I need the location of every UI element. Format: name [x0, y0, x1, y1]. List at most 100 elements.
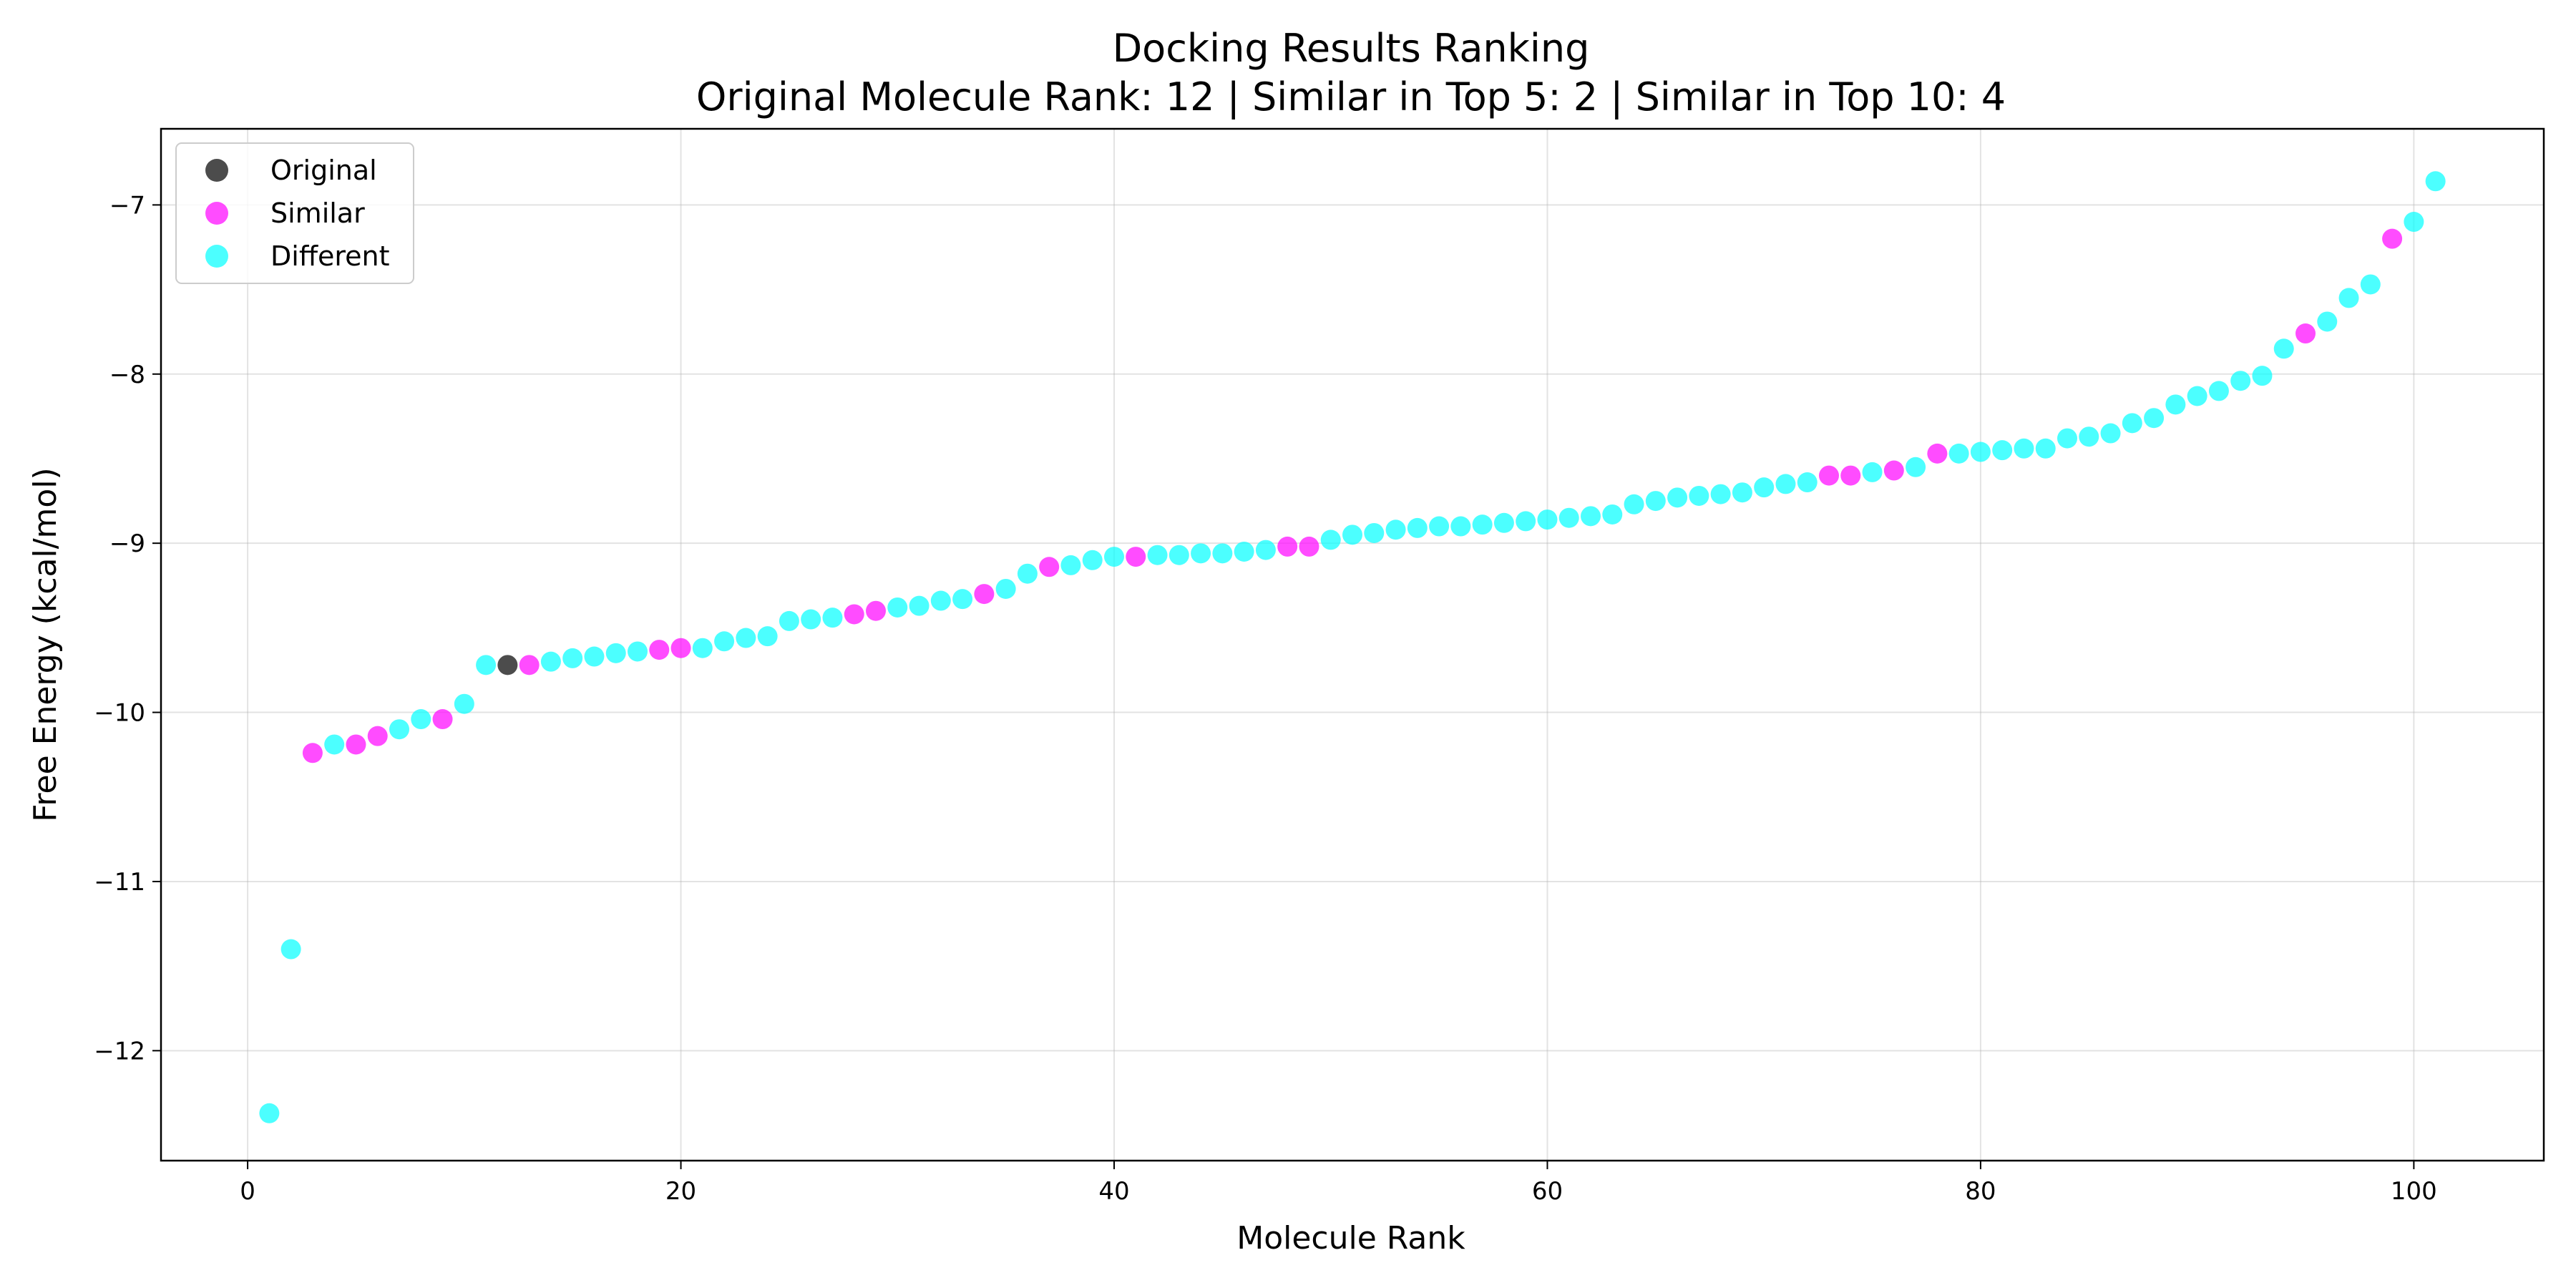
- data-point-different: [1450, 516, 1471, 537]
- data-point-different: [2122, 413, 2142, 434]
- data-point-different: [2187, 386, 2207, 406]
- y-tick-label: −11: [94, 868, 145, 897]
- data-point-different: [2079, 426, 2099, 447]
- data-point-different: [909, 595, 930, 616]
- data-point-different: [562, 648, 583, 668]
- data-point-different: [1472, 514, 1493, 535]
- data-point-different: [1775, 474, 1796, 494]
- data-point-different: [757, 626, 778, 647]
- data-point-different: [1082, 550, 1103, 570]
- x-tick-label: 0: [240, 1177, 255, 1206]
- data-point-different: [2144, 408, 2165, 429]
- data-point-different: [887, 597, 908, 618]
- x-tick-label: 40: [1098, 1177, 1129, 1206]
- y-tick-label: −12: [94, 1037, 145, 1065]
- legend-label-different: Different: [270, 240, 390, 272]
- legend-box: [175, 142, 414, 284]
- data-point-similar: [649, 640, 670, 660]
- data-point-different: [2230, 371, 2251, 391]
- data-point-different: [952, 589, 973, 610]
- y-tick-label: −8: [109, 361, 145, 389]
- legend: Original Similar Different: [175, 142, 414, 284]
- data-point-different: [389, 719, 409, 740]
- data-point-different: [2208, 381, 2229, 401]
- data-point-similar: [974, 584, 995, 605]
- data-point-different: [1689, 485, 1709, 506]
- plot-frame: [160, 127, 2545, 1162]
- data-point-different: [1624, 494, 1644, 514]
- data-point-different: [2014, 438, 2034, 459]
- data-point-similar: [1883, 460, 1904, 481]
- y-tick-label: −9: [109, 530, 145, 558]
- x-tick-label: 100: [2391, 1177, 2437, 1206]
- data-point-different: [1862, 462, 1883, 482]
- data-point-different: [2360, 274, 2381, 295]
- data-point-different: [411, 709, 431, 730]
- data-point-different: [1169, 545, 1189, 565]
- y-tick-label: −7: [109, 191, 145, 220]
- data-point-different: [628, 641, 648, 662]
- data-point-different: [2273, 338, 2294, 359]
- data-point-similar: [519, 655, 540, 675]
- data-point-different: [1104, 547, 1124, 567]
- data-point-different: [1992, 440, 2013, 461]
- data-point-similar: [367, 726, 388, 746]
- data-point-different: [1320, 530, 1341, 550]
- data-point-different: [801, 609, 821, 630]
- x-tick-label: 20: [665, 1177, 696, 1206]
- data-point-different: [779, 610, 799, 631]
- data-point-different: [476, 655, 497, 675]
- data-point-different: [1667, 487, 1688, 508]
- data-point-different: [324, 734, 345, 755]
- data-point-different: [454, 693, 474, 714]
- legend-marker-similar: [205, 202, 228, 225]
- data-point-different: [1558, 507, 1579, 528]
- y-axis-label: Free Energy (kcal/mol): [27, 467, 64, 821]
- data-point-different: [1212, 543, 1233, 564]
- data-point-similar: [1277, 536, 1298, 557]
- data-point-different: [605, 643, 626, 663]
- data-point-different: [2425, 171, 2446, 192]
- data-point-different: [1948, 443, 1969, 464]
- data-point-original: [497, 655, 518, 675]
- x-tick-label: 80: [1965, 1177, 1996, 1206]
- data-point-different: [1342, 525, 1362, 545]
- data-point-similar: [1840, 465, 1861, 486]
- data-point-similar: [346, 734, 366, 755]
- data-point-different: [2100, 423, 2121, 444]
- data-point-different: [822, 608, 843, 628]
- data-point-different: [1385, 519, 1406, 540]
- data-point-different: [1537, 509, 1558, 530]
- data-point-different: [1602, 504, 1623, 525]
- data-point-similar: [1039, 557, 1060, 577]
- data-point-different: [259, 1103, 280, 1123]
- x-tick-label: 60: [1532, 1177, 1563, 1206]
- data-point-different: [1147, 545, 1168, 565]
- data-point-different: [1407, 517, 1428, 538]
- data-point-different: [736, 628, 756, 648]
- legend-label-original: Original: [270, 155, 377, 186]
- data-point-different: [2057, 428, 2077, 449]
- data-point-different: [1970, 441, 1991, 462]
- data-point-different: [1754, 477, 1775, 498]
- data-point-similar: [1927, 443, 1948, 464]
- data-point-different: [1191, 543, 1211, 564]
- data-point-different: [540, 651, 561, 672]
- data-point-different: [584, 646, 605, 667]
- data-point-similar: [1299, 536, 1319, 557]
- data-point-similar: [866, 600, 886, 621]
- data-point-different: [1255, 540, 1276, 560]
- data-point-different: [1234, 541, 1254, 562]
- data-point-different: [692, 638, 713, 658]
- legend-marker-original: [205, 159, 228, 182]
- data-point-different: [1364, 522, 1385, 543]
- data-point-different: [1645, 491, 1666, 512]
- chart-title: Docking Results Ranking: [1113, 26, 1590, 71]
- chart-subtitle: Original Molecule Rank: 12 | Similar in …: [696, 74, 2006, 119]
- data-point-similar: [670, 638, 691, 658]
- data-point-similar: [844, 604, 864, 625]
- data-point-different: [1710, 484, 1731, 504]
